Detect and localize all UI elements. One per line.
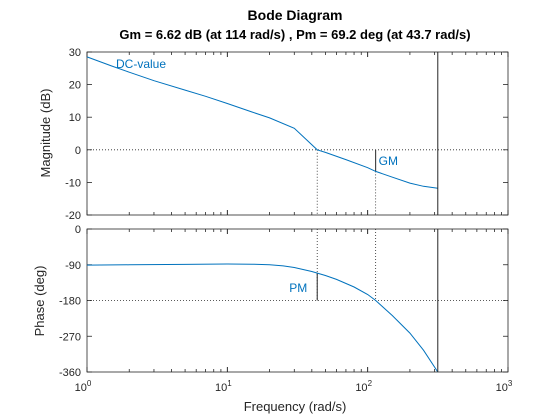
x-tick-label: 102: [355, 379, 372, 394]
phase-axes: 0 -90 -180 -270 -360 PM 100 101 102 103: [59, 224, 513, 394]
phase-axis-label: Phase (deg): [32, 266, 47, 337]
chart-title: Bode Diagram: [248, 7, 343, 23]
magnitude-frame: [86, 51, 509, 216]
x-axis-label: Frequency (rad/s): [244, 399, 347, 414]
phase-y-tick-label: 0: [75, 224, 81, 236]
x-tick-label: 100: [75, 379, 92, 394]
magnitude-y-tick-label: 20: [69, 80, 81, 92]
pm-label: PM: [289, 281, 307, 295]
dc-value-label: DC-value: [116, 57, 166, 71]
phase-line: [86, 263, 439, 373]
gm-label: GM: [379, 154, 398, 168]
magnitude-y-tick-label: 30: [69, 47, 81, 59]
chart-subtitle: Gm = 6.62 dB (at 114 rad/s) , Pm = 69.2 …: [119, 27, 470, 42]
magnitude-y-tick-label: -20: [65, 210, 81, 222]
magnitude-axis-label: Magnitude (dB): [38, 89, 53, 178]
magnitude-axes: 30 20 10 0 -10 -20 DC-value GM: [65, 47, 509, 222]
phase-y-tick-label: -90: [65, 260, 81, 272]
phase-y-tick-label: -270: [59, 331, 81, 343]
magnitude-line: [86, 56, 438, 189]
phase-y-tick-label: -180: [59, 296, 81, 308]
magnitude-y-tick-label: 0: [75, 145, 81, 157]
phase-y-tick-label: -360: [59, 367, 81, 379]
magnitude-y-tick-label: -10: [65, 177, 81, 189]
x-tick-label: 101: [215, 379, 232, 394]
magnitude-y-tick-label: 10: [69, 112, 81, 124]
x-tick-label: 103: [496, 379, 513, 394]
